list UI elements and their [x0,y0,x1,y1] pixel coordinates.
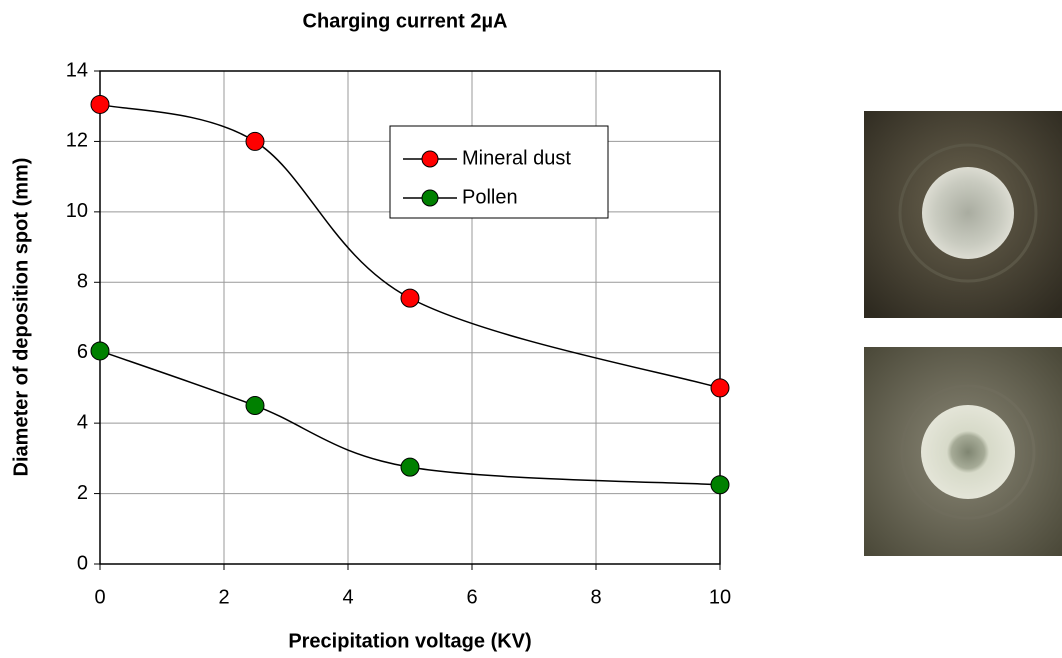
y-tick-label: 8 [77,271,88,293]
x-tick-label: 2 [218,586,229,608]
y-tick-label: 14 [66,59,88,81]
marker [710,378,730,398]
y-tick-label: 2 [77,482,88,504]
y-tick-label: 4 [77,411,88,433]
y-tick-label: 6 [77,341,88,363]
x-tick-label: 0 [94,586,105,608]
legend-label: Mineral dust [462,147,571,169]
marker [90,341,110,361]
photo-bottom [864,347,1062,556]
legend-marker [421,189,439,207]
series-line [99,350,721,486]
chart-title: Charging current 2µA [303,10,508,32]
plot-frame [99,70,721,565]
marker [245,131,265,151]
y-tick-label: 10 [66,200,88,222]
marker [90,94,110,114]
y-axis-label: Diameter of deposition spot (mm) [10,158,32,477]
y-tick-label: 12 [66,130,88,152]
x-tick-label: 8 [590,586,601,608]
marker [400,288,420,308]
legend-marker [421,150,439,168]
marker [245,396,265,416]
marker [400,457,420,477]
photo-top [864,111,1062,318]
series-line [99,103,721,389]
x-tick-label: 4 [342,586,353,608]
legend-label: Pollen [462,186,518,208]
y-tick-label: 0 [77,552,88,574]
x-tick-label: 6 [466,586,477,608]
x-axis-label: Precipitation voltage (KV) [288,630,531,652]
marker [710,475,730,495]
x-tick-label: 10 [709,586,731,608]
